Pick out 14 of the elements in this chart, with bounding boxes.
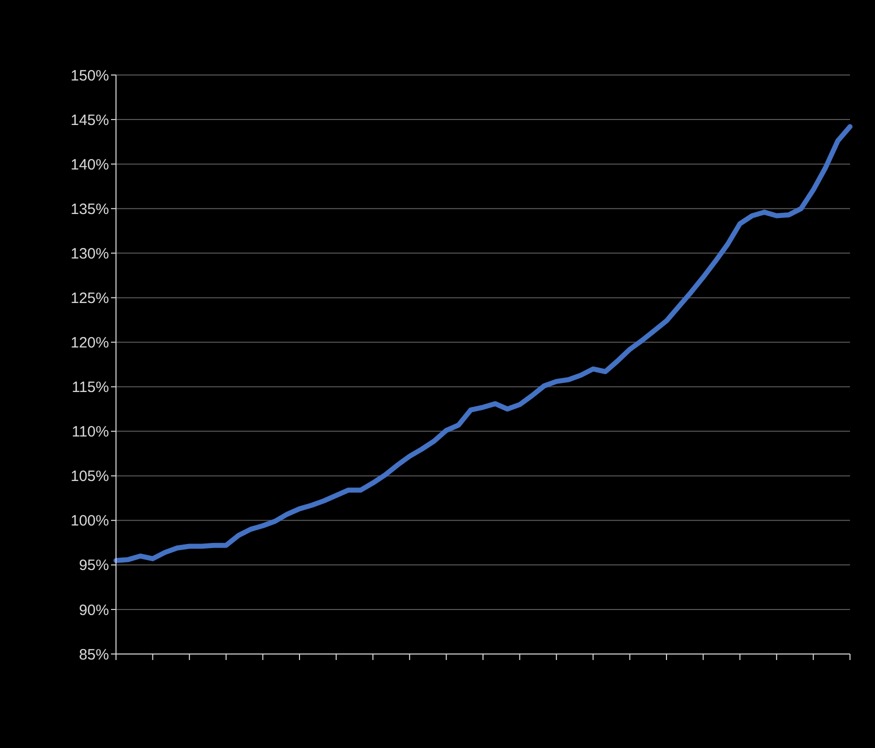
y-tick-label: 90% — [78, 602, 109, 619]
y-tick-label: 100% — [70, 512, 109, 530]
y-tick-label: 115% — [72, 379, 109, 396]
y-tick-label: 145% — [70, 112, 109, 129]
y-tick-label: 105% — [70, 468, 109, 486]
y-tick-label: 110% — [72, 424, 109, 441]
y-tick-label: 135% — [70, 200, 109, 218]
y-tick-label: 125% — [70, 290, 109, 308]
y-tick-label: 85% — [78, 646, 109, 664]
y-tick-label: 95% — [78, 557, 109, 574]
y-tick-label: 120% — [70, 334, 109, 352]
y-tick-label: 140% — [70, 156, 109, 174]
y-tick-label: 130% — [70, 245, 109, 262]
y-tick-label: 150% — [70, 67, 109, 84]
